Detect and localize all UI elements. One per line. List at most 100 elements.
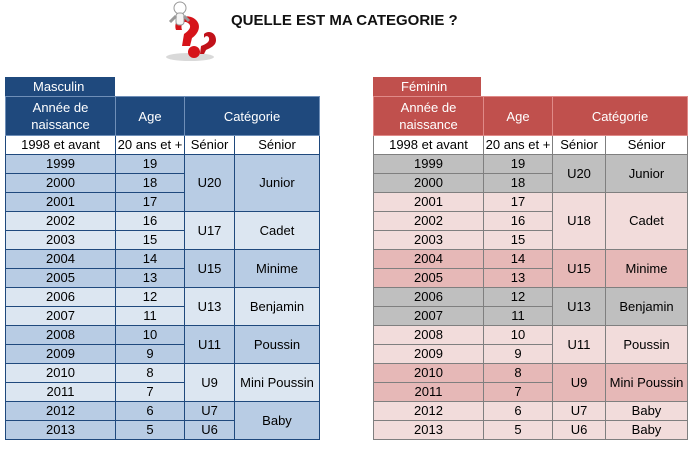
year-cell: 2012 — [373, 401, 484, 421]
table-row: 1998 et avant 20 ans et + Sénior Sénior — [5, 135, 320, 155]
age-cell: 11 — [115, 306, 185, 326]
header-category: Catégorie — [552, 96, 688, 136]
category-code-cell: U20 — [552, 154, 606, 193]
table-row: 2007 11 — [5, 306, 320, 326]
category-code-cell: U11 — [552, 325, 606, 364]
age-cell: 9 — [483, 344, 553, 364]
question-mark-figure-icon — [166, 1, 216, 61]
header-age: Age — [483, 96, 553, 136]
year-cell: 2011 — [373, 382, 484, 402]
age-cell: 6 — [483, 401, 553, 421]
table-row: 2002 16 — [373, 211, 688, 231]
category-name-cell: Baby — [605, 401, 688, 421]
year-cell: 2003 — [373, 230, 484, 250]
age-cell: 20 ans et + — [115, 135, 185, 155]
table-row: 2013 5 U6 — [5, 420, 320, 440]
category-name-cell: Minime — [605, 249, 688, 288]
table-row: 2011 7 — [373, 382, 688, 402]
category-code-cell: Sénior — [184, 135, 235, 155]
age-cell: 17 — [115, 192, 185, 212]
category-code-cell: U17 — [184, 211, 235, 250]
category-name-cell: Junior — [605, 154, 688, 193]
year-cell: 2007 — [5, 306, 116, 326]
header-year: Année de naissance — [5, 96, 116, 136]
year-cell: 2012 — [5, 401, 116, 421]
age-cell: 6 — [115, 401, 185, 421]
year-cell: 2004 — [5, 249, 116, 269]
table-row: 2010 8 U9 Mini Poussin — [373, 363, 688, 402]
age-cell: 18 — [115, 173, 185, 193]
age-cell: 9 — [115, 344, 185, 364]
table-row: 1999 19 U20 Junior — [373, 154, 688, 193]
year-cell: 2001 — [373, 192, 484, 212]
age-cell: 20 ans et + — [483, 135, 553, 155]
year-cell: 2006 — [5, 287, 116, 307]
category-name-cell: Baby — [605, 420, 688, 440]
year-cell: 2010 — [5, 363, 116, 383]
year-cell: 2002 — [5, 211, 116, 231]
table-row: 2009 9 — [5, 344, 320, 364]
table-row: 1998 et avant 20 ans et + Sénior Sénior — [373, 135, 688, 155]
category-code-cell: U9 — [184, 363, 235, 402]
year-cell: 2004 — [373, 249, 484, 269]
table-row: 2001 17 — [5, 192, 320, 212]
age-cell: 13 — [115, 268, 185, 288]
table-row: 2005 13 — [373, 268, 688, 288]
page-title: QUELLE EST MA CATEGORIE ? — [231, 12, 458, 29]
year-cell: 2000 — [373, 173, 484, 193]
category-code-cell: U6 — [184, 420, 235, 440]
category-name-cell: Cadet — [234, 211, 320, 250]
category-name-cell: Cadet — [605, 192, 688, 250]
feminin-tab-label: Féminin — [373, 77, 481, 96]
age-cell: 12 — [483, 287, 553, 307]
age-cell: 11 — [483, 306, 553, 326]
category-name-cell: Minime — [234, 249, 320, 288]
age-cell: 18 — [483, 173, 553, 193]
category-code-cell: Sénior — [552, 135, 606, 155]
table-row: 2013 5 U6 Baby — [373, 420, 688, 440]
category-code-cell: U13 — [552, 287, 606, 326]
table-row: 2004 14 U15 Minime — [5, 249, 320, 288]
age-cell: 14 — [483, 249, 553, 269]
category-code-cell: U9 — [552, 363, 606, 402]
table-row: 2004 14 U15 Minime — [373, 249, 688, 288]
table-row: 2005 13 — [5, 268, 320, 288]
category-code-cell: U7 — [552, 401, 606, 421]
year-cell: 2005 — [5, 268, 116, 288]
table-row: 2008 10 U11 Poussin — [5, 325, 320, 364]
year-cell: 2001 — [5, 192, 116, 212]
year-cell: 1998 et avant — [373, 135, 484, 155]
age-cell: 10 — [483, 325, 553, 345]
year-cell: 2007 — [373, 306, 484, 326]
category-code-cell: U18 — [552, 192, 606, 250]
age-cell: 17 — [483, 192, 553, 212]
header-age: Age — [115, 96, 185, 136]
category-code-cell: U20 — [184, 154, 235, 212]
table-row: 2001 17 U18 Cadet — [373, 192, 688, 250]
age-cell: 7 — [483, 382, 553, 402]
table-row: 2007 11 — [373, 306, 688, 326]
masculin-tab-label: Masculin — [5, 77, 115, 96]
year-cell: 2011 — [5, 382, 116, 402]
age-cell: 15 — [483, 230, 553, 250]
table-row: 1999 19 U20 Junior — [5, 154, 320, 212]
table-row: 2012 6 U7 Baby — [5, 401, 320, 440]
year-cell: 2013 — [373, 420, 484, 440]
category-name-cell: Junior — [234, 154, 320, 212]
table-row: 2008 10 U11 Poussin — [373, 325, 688, 364]
header-category: Catégorie — [184, 96, 320, 136]
category-name-cell: Benjamin — [605, 287, 688, 326]
age-cell: 14 — [115, 249, 185, 269]
masculin-table: Année de naissance Age Catégorie 1998 et… — [5, 96, 320, 440]
category-name-cell: Baby — [234, 401, 320, 440]
category-name-cell: Mini Poussin — [605, 363, 688, 402]
age-cell: 15 — [115, 230, 185, 250]
age-cell: 7 — [115, 382, 185, 402]
year-cell: 2003 — [5, 230, 116, 250]
category-code-cell: U15 — [184, 249, 235, 288]
age-cell: 19 — [115, 154, 185, 174]
category-code-cell: U11 — [184, 325, 235, 364]
table-row: 2009 9 — [373, 344, 688, 364]
category-name-cell: Poussin — [605, 325, 688, 364]
year-cell: 2002 — [373, 211, 484, 231]
